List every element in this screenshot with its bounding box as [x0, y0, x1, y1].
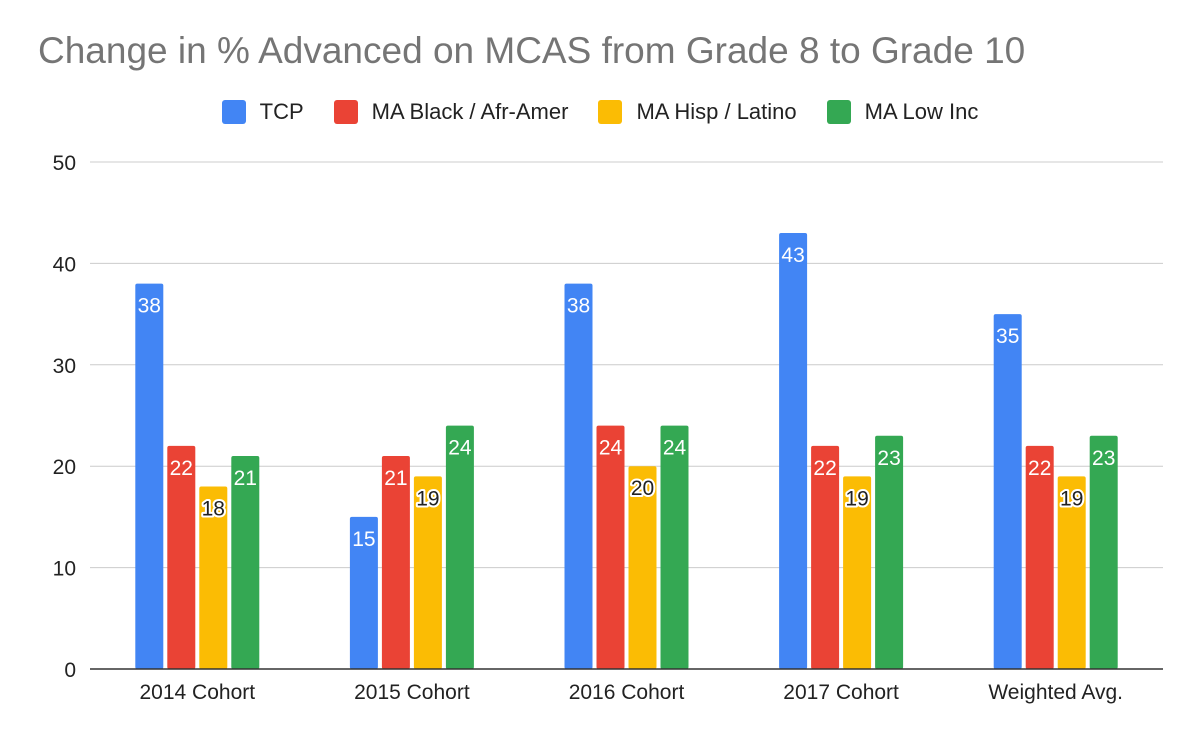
bar: [381, 456, 410, 669]
legend-item: TCP: [221, 99, 304, 125]
bar: [231, 456, 260, 669]
legend-label: TCP: [259, 99, 304, 124]
bar: [811, 445, 840, 669]
bar: [167, 445, 196, 669]
data-label: 18: [202, 497, 225, 520]
x-tick-label: 2014 Cohort: [140, 681, 256, 704]
x-tick-label: 2015 Cohort: [354, 681, 470, 704]
bar: [413, 476, 442, 669]
data-label: 21: [234, 467, 257, 490]
x-tick-label: Weighted Avg.: [988, 681, 1123, 704]
legend-swatch: [221, 100, 246, 124]
bar: [660, 425, 689, 669]
bar: [135, 283, 164, 669]
data-label: 38: [138, 295, 161, 318]
y-tick-label: 40: [53, 253, 76, 276]
bar: [445, 425, 474, 669]
data-label: 19: [416, 487, 439, 510]
data-label: 24: [663, 437, 687, 460]
y-tick-label: 0: [64, 659, 76, 682]
y-tick-label: 30: [53, 355, 76, 378]
legend-item: MA Low Inc: [826, 99, 979, 125]
data-label: 19: [1060, 487, 1083, 510]
y-tick-label: 10: [53, 558, 76, 581]
x-tick-label: 2016 Cohort: [569, 681, 685, 704]
bar: [349, 516, 378, 669]
data-label: 22: [813, 457, 836, 480]
chart-title: Change in % Advanced on MCAS from Grade …: [38, 30, 1026, 71]
data-label: 35: [996, 325, 1019, 348]
legend-item: MA Hisp / Latino: [598, 99, 797, 125]
bar: [1025, 445, 1054, 669]
legend-swatch: [598, 100, 623, 124]
data-label: 43: [781, 244, 804, 267]
legend-label: MA Low Inc: [864, 99, 979, 124]
data-label: 24: [448, 437, 472, 460]
bar: [596, 425, 625, 669]
data-label: 24: [599, 437, 623, 460]
legend-label: MA Black / Afr-Amer: [371, 99, 569, 124]
legend-swatch: [333, 100, 358, 124]
bar: [779, 232, 808, 670]
legend-swatch: [826, 100, 851, 124]
data-label: 22: [1028, 457, 1051, 480]
legend-label: MA Hisp / Latino: [636, 99, 797, 124]
data-label: 23: [1092, 447, 1115, 470]
data-label: 20: [631, 477, 654, 500]
bar: [993, 314, 1022, 669]
bar: [1057, 476, 1086, 669]
bar: [843, 476, 872, 669]
y-tick-label: 20: [53, 456, 76, 479]
legend: TCP MA Black / Afr-Amer MA Hisp / Latino MA…: [0, 96, 1200, 128]
bar: [628, 466, 657, 669]
x-tick-label: 2017 Cohort: [783, 681, 899, 704]
data-label: 19: [845, 487, 868, 510]
bar: [875, 435, 904, 669]
legend-item: MA Black / Afr-Amer: [333, 99, 569, 125]
data-label: 22: [170, 457, 193, 480]
bar: [564, 283, 593, 669]
data-label: 15: [352, 528, 375, 551]
y-tick-label: 50: [53, 152, 76, 175]
bar: [1089, 435, 1118, 669]
data-label: 21: [384, 467, 407, 490]
data-label: 38: [567, 295, 590, 318]
bar: [199, 486, 228, 669]
data-label: 23: [877, 447, 900, 470]
